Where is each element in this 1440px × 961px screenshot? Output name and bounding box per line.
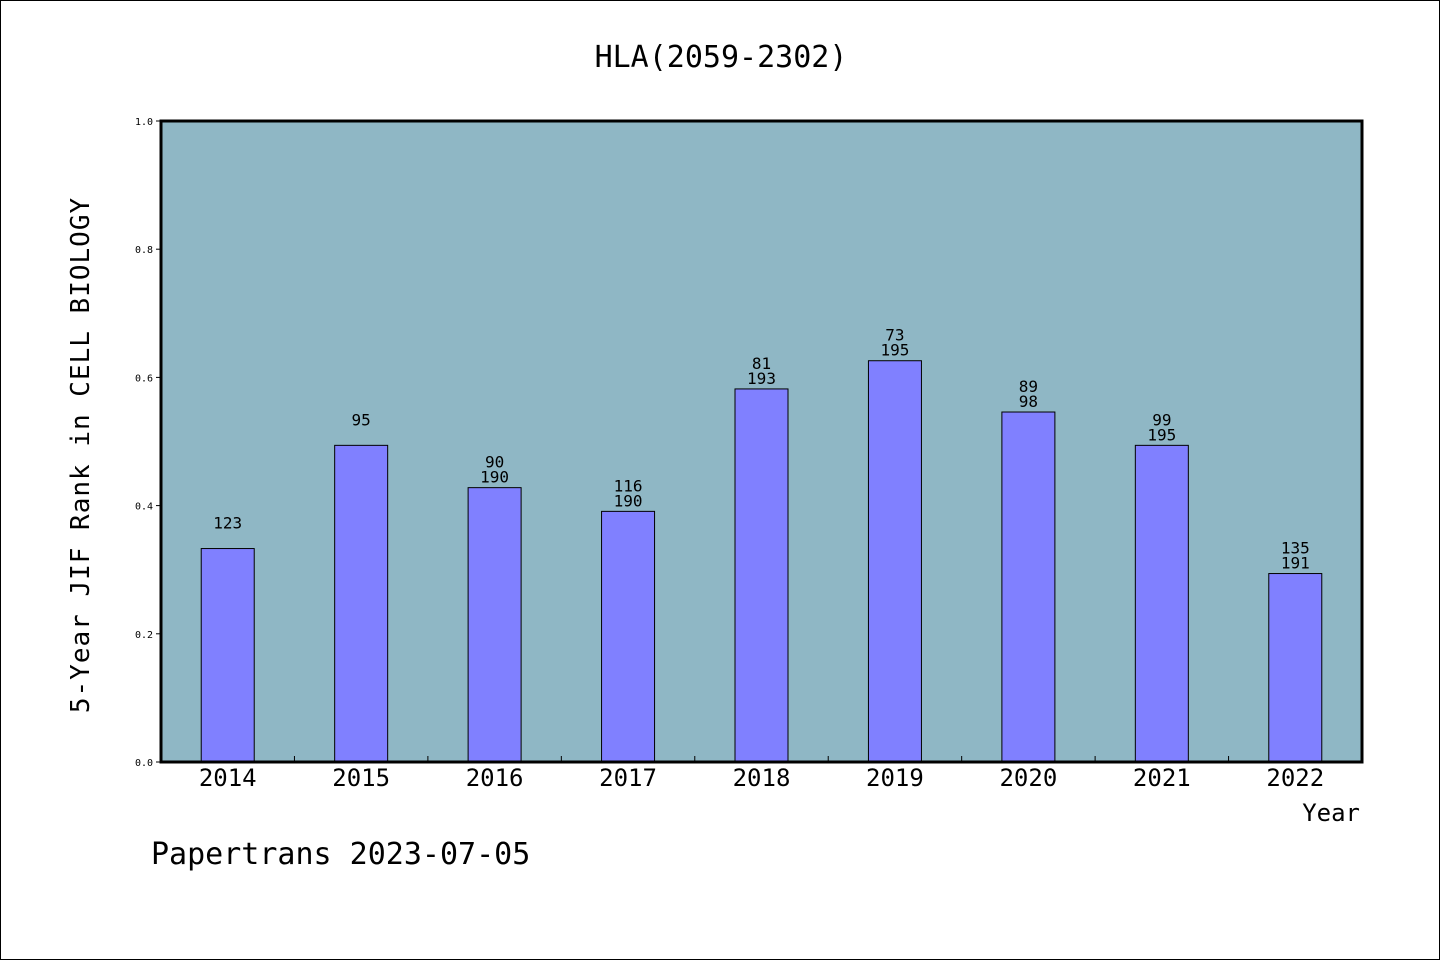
bar-2014	[200, 548, 255, 763]
x-tick-label: 2017	[599, 764, 657, 792]
x-tick-label: 2019	[866, 764, 924, 792]
y-axis-label: 5-Year JIF Rank in CELL BIOLOGY	[66, 197, 96, 713]
data-label-total: 195	[880, 341, 909, 360]
bar-2019	[867, 360, 922, 763]
data-label-rank: 73	[885, 326, 904, 345]
bar-2015	[334, 444, 389, 763]
data-label-rank: 81	[752, 354, 771, 373]
x-axis: 2014 2015 2016 2017 2018 2019 2020 2021 2022	[199, 756, 1324, 792]
x-axis-label: Year	[1302, 799, 1360, 827]
data-label-rank: 116	[614, 476, 643, 495]
plot-border	[159, 119, 1364, 764]
x-tick-label: 2018	[733, 764, 791, 792]
bar-2017	[601, 510, 656, 763]
y-tick-label: 0.0	[135, 758, 153, 769]
data-label-rank: 135	[1281, 539, 1310, 558]
data-label-rank: 90	[485, 453, 504, 472]
bar-2016	[467, 487, 522, 763]
y-tick-label: 1.0	[135, 117, 153, 128]
data-label-rank: 89	[1019, 377, 1038, 396]
data-label-total: 191	[1281, 554, 1310, 573]
data-label-rank: 99	[1152, 410, 1171, 429]
data-label-total: 193	[747, 369, 776, 388]
y-tick-label: 0.4	[135, 502, 153, 513]
chart-title: HLA(2059-2302)	[595, 40, 848, 75]
x-tick-label: 2022	[1266, 764, 1324, 792]
y-tick-label: 0.2	[135, 630, 153, 641]
y-tick-label: 0.8	[135, 245, 153, 256]
x-tick-label: 2021	[1133, 764, 1191, 792]
y-tick-label: 0.6	[135, 373, 153, 384]
data-label-total: 190	[480, 468, 509, 487]
x-tick-label: 2014	[199, 764, 257, 792]
bar-2022	[1268, 573, 1323, 763]
x-tick-label: 2015	[332, 764, 390, 792]
bar-2020	[1001, 411, 1056, 763]
bar-2018	[734, 388, 789, 763]
data-label-total: 195	[1147, 425, 1176, 444]
data-label: 123	[213, 514, 242, 533]
y-axis: 0.0 0.2 0.4 0.6 0.8 1.0	[135, 117, 161, 769]
x-tick-label: 2020	[999, 764, 1057, 792]
footer-text: Papertrans 2023-07-05	[151, 837, 530, 872]
data-label-total: 190	[614, 491, 643, 510]
bar-2021	[1134, 444, 1189, 763]
data-label: 95	[352, 410, 371, 429]
data-label-total: 98	[1019, 392, 1038, 411]
x-tick-label: 2016	[466, 764, 524, 792]
